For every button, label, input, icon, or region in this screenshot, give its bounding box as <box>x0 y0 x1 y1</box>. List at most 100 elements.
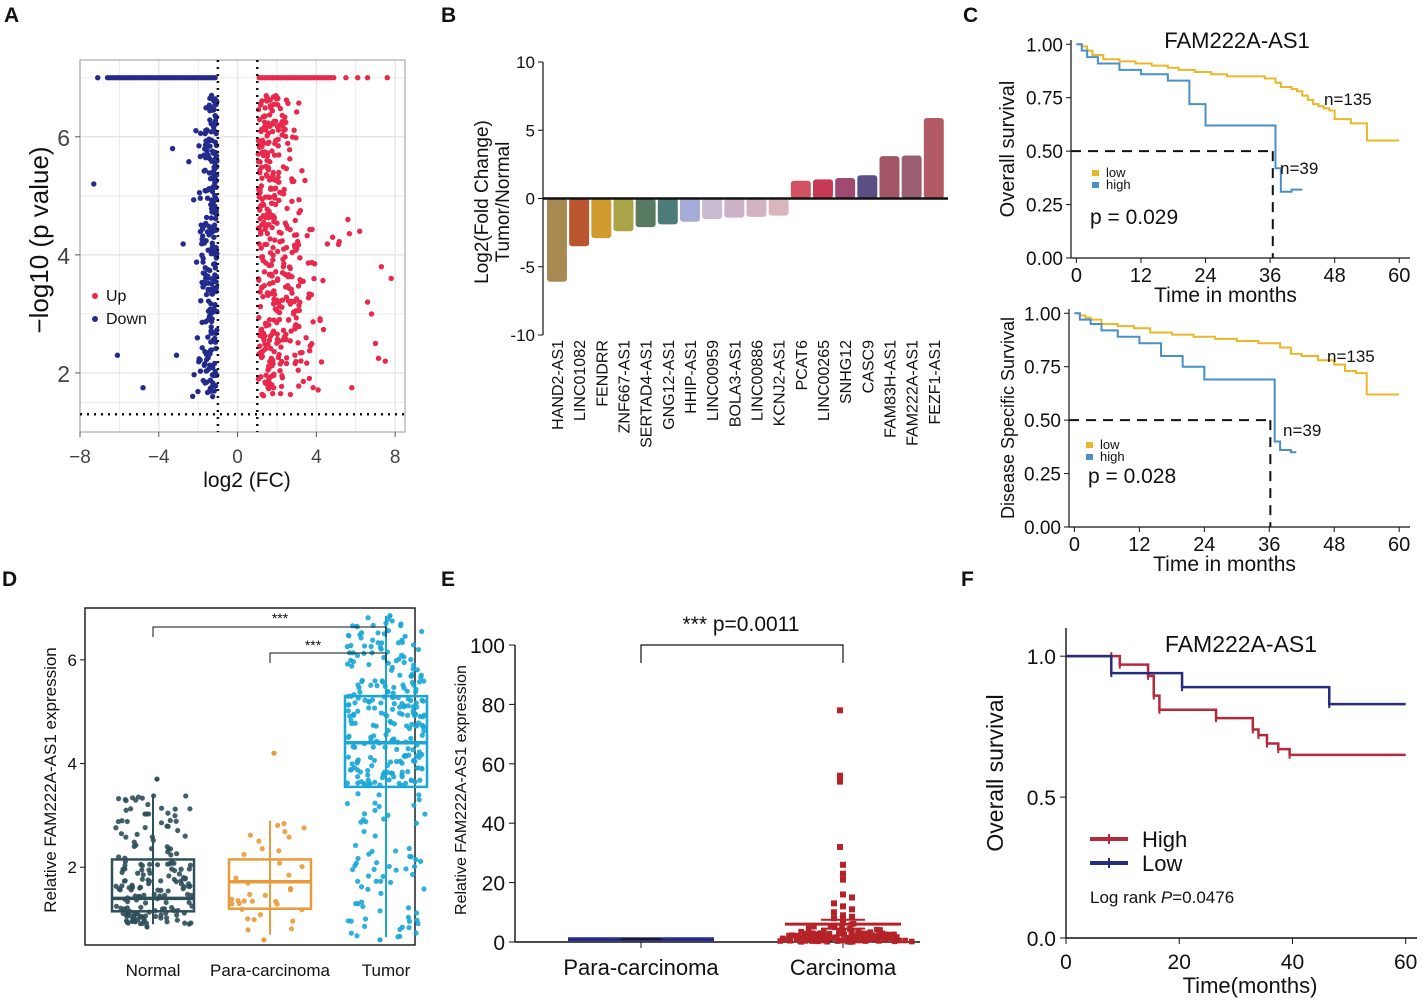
data-point-up <box>259 98 265 104</box>
data-point <box>365 886 371 892</box>
data-point-up <box>278 344 284 350</box>
data-point <box>391 701 397 707</box>
data-point <box>837 707 843 714</box>
data-point <box>405 769 411 775</box>
data-point <box>136 894 143 901</box>
data-point <box>113 903 120 909</box>
data-point-up <box>255 159 262 165</box>
data-point-up <box>300 278 306 285</box>
data-point-up <box>304 360 310 366</box>
data-point <box>124 895 131 901</box>
data-point <box>157 893 163 899</box>
data-point <box>229 901 235 907</box>
survival-curve-high <box>1076 43 1303 193</box>
data-point <box>385 727 391 734</box>
data-point <box>363 819 369 825</box>
data-point-down <box>198 298 204 304</box>
data-point <box>787 936 794 942</box>
data-point <box>144 811 150 817</box>
data-point-up <box>274 331 280 337</box>
data-point-up <box>273 178 280 184</box>
data-point <box>414 753 420 759</box>
data-point <box>182 876 188 882</box>
data-point-down <box>209 188 216 195</box>
data-point-down <box>197 368 204 374</box>
data-point-down <box>95 75 101 81</box>
data-point <box>176 871 183 877</box>
data-point-down <box>191 197 197 203</box>
data-point <box>299 907 305 913</box>
data-point <box>372 678 378 684</box>
panel-b: -10 -5 0 5 10 HAND2-AS1 LINC01082 FENDRR ZNF667-… <box>472 53 948 448</box>
x-tick-label: GNG12-AS1 <box>661 340 678 430</box>
data-point-up <box>317 317 323 324</box>
bar <box>680 198 700 222</box>
data-point-up <box>266 112 273 118</box>
data-point <box>354 933 360 939</box>
data-point <box>241 851 247 858</box>
data-point-up <box>269 390 276 397</box>
data-point <box>798 939 804 945</box>
data-point <box>349 663 355 669</box>
data-point <box>134 831 140 837</box>
data-point-up <box>266 337 273 343</box>
x-axis-title: log2 (FC) <box>203 469 291 492</box>
data-point <box>399 774 405 780</box>
data-point <box>788 932 795 939</box>
p-value-annotation: p = 0.028 <box>1088 465 1176 488</box>
data-point-up <box>288 298 295 305</box>
data-point <box>377 908 383 914</box>
x-tick-label: 12 <box>1128 534 1150 556</box>
legend-label-high: high <box>1100 449 1125 464</box>
data-point <box>287 887 294 893</box>
data-point <box>357 689 363 695</box>
data-point-up <box>293 232 300 238</box>
data-point <box>158 805 165 811</box>
bar <box>591 198 612 239</box>
data-point <box>350 744 356 750</box>
data-point <box>381 654 387 661</box>
data-point-up <box>266 317 273 323</box>
data-point <box>357 769 363 775</box>
data-point-down <box>211 174 218 181</box>
legend-label-up: Up <box>106 288 127 305</box>
chart-title: FAM222A-AS1 <box>1165 631 1317 657</box>
data-point <box>346 702 352 708</box>
data-point <box>847 939 854 945</box>
data-point <box>401 659 407 666</box>
data-point <box>139 867 145 873</box>
x-tick-label: 12 <box>1130 265 1152 287</box>
data-point <box>420 714 426 720</box>
data-point <box>228 896 235 902</box>
data-point-down <box>207 228 213 235</box>
data-point <box>172 813 178 819</box>
data-point-up <box>295 383 302 389</box>
x-tick-label: PCAT6 <box>794 340 811 390</box>
data-point <box>827 924 834 930</box>
data-point <box>290 918 296 924</box>
data-point <box>138 904 144 910</box>
bar <box>635 198 656 228</box>
data-point-up <box>279 132 285 138</box>
data-point-up <box>277 390 284 397</box>
annotation-italic: P <box>1161 888 1173 907</box>
data-point-up <box>310 384 316 391</box>
data-point-down <box>208 339 214 345</box>
data-point <box>181 910 187 916</box>
data-point <box>366 661 372 668</box>
data-point <box>379 640 385 646</box>
data-point <box>411 802 417 808</box>
data-point <box>167 817 173 824</box>
data-point <box>840 870 846 877</box>
data-point <box>148 846 155 852</box>
data-point <box>391 684 397 691</box>
data-point <box>366 780 372 787</box>
data-point-up <box>261 125 267 131</box>
data-point <box>175 907 181 914</box>
data-point-up <box>292 352 298 358</box>
data-point <box>399 639 405 646</box>
data-point <box>414 667 420 673</box>
data-point <box>389 736 396 743</box>
data-point <box>117 887 123 893</box>
data-point <box>860 934 867 940</box>
